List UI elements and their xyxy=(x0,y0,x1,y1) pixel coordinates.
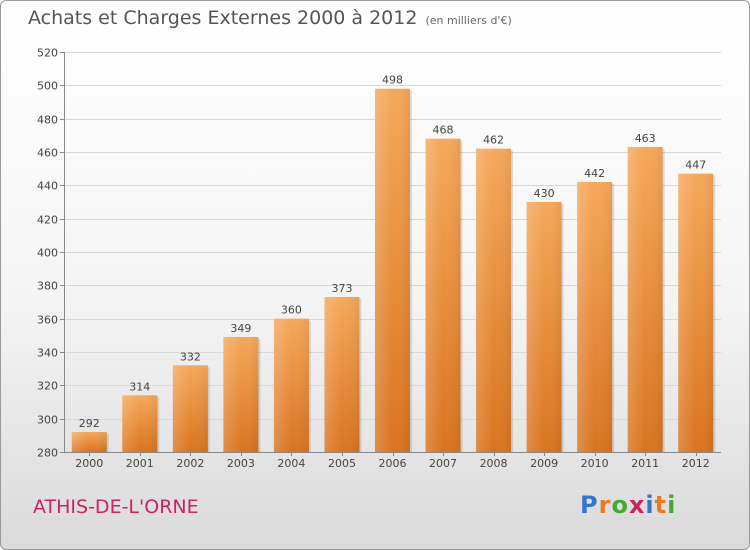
data-label: 462 xyxy=(483,134,504,147)
chart-unit: (en milliers d'€) xyxy=(425,14,512,27)
bar-highlight xyxy=(71,432,107,452)
data-label: 349 xyxy=(230,322,251,335)
y-tick-label: 440 xyxy=(37,180,58,193)
chart-title-text: Achats et Charges Externes 2000 à 2012 xyxy=(28,7,418,29)
data-label: 332 xyxy=(180,350,201,363)
bar-highlight xyxy=(526,202,562,452)
y-tick-label: 460 xyxy=(37,147,58,160)
y-tick-label: 360 xyxy=(37,314,58,327)
bar-highlight xyxy=(375,88,410,453)
logo-letter: P xyxy=(580,491,599,519)
bar-highlight xyxy=(577,182,613,452)
x-tick-label: 2006 xyxy=(379,457,407,470)
x-tick-label: 2007 xyxy=(429,457,457,470)
data-label: 468 xyxy=(433,124,454,137)
bar-highlight xyxy=(273,318,309,452)
x-tick-label: 2004 xyxy=(277,457,305,470)
y-tick-label: 400 xyxy=(37,247,58,260)
bar-highlight xyxy=(627,147,663,452)
chart-title: Achats et Charges Externes 2000 à 2012 (e… xyxy=(28,7,512,29)
bar-highlight xyxy=(223,337,259,452)
y-tick-label: 280 xyxy=(37,447,58,460)
x-tick-label: 2002 xyxy=(176,457,204,470)
logo-letter: i xyxy=(667,491,677,519)
bar-layer: 292 314 332 349 360 373 498 468 462 430 442 463 447 xyxy=(71,74,716,453)
data-label: 292 xyxy=(79,417,100,430)
x-tick-label: 2010 xyxy=(581,457,609,470)
axis-layer: 280 300 320 340 360 380 400 420 440 460 480 500 520 2… xyxy=(37,47,721,470)
y-tick-label: 300 xyxy=(37,414,58,427)
logo-letter: t xyxy=(654,491,668,519)
x-tick-label: 2000 xyxy=(75,457,103,470)
data-label: 314 xyxy=(129,380,150,393)
logo-letter: i xyxy=(645,491,655,519)
proxiti-logo[interactable]: Proxiti xyxy=(580,491,676,519)
y-tick-label: 420 xyxy=(37,214,58,227)
data-label: 498 xyxy=(382,74,403,87)
data-label: 463 xyxy=(635,132,656,145)
y-tick-label: 340 xyxy=(37,347,58,360)
x-tick-label: 2003 xyxy=(227,457,255,470)
data-label: 373 xyxy=(331,282,352,295)
y-tick-label: 380 xyxy=(37,280,58,293)
x-tick-label: 2009 xyxy=(530,457,558,470)
data-label: 442 xyxy=(584,167,605,180)
y-tick-label: 520 xyxy=(37,47,58,60)
x-tick-label: 2008 xyxy=(480,457,508,470)
x-tick-label: 2005 xyxy=(328,457,356,470)
x-tick-label: 2001 xyxy=(126,457,154,470)
data-label: 360 xyxy=(281,304,302,317)
data-label: 430 xyxy=(534,187,555,200)
bar-highlight xyxy=(324,297,360,452)
bar-highlight xyxy=(476,148,512,452)
x-tick-label: 2011 xyxy=(631,457,659,470)
data-label: 447 xyxy=(685,159,706,172)
y-tick-label: 500 xyxy=(37,80,58,93)
logo-letter: x xyxy=(628,491,646,519)
bar-highlight xyxy=(678,173,714,452)
y-tick-label: 320 xyxy=(37,380,58,393)
bar-highlight xyxy=(425,138,461,452)
bar-highlight xyxy=(122,395,158,452)
commune-name: ATHIS-DE-L'ORNE xyxy=(33,496,199,518)
bar-highlight xyxy=(172,365,208,452)
x-tick-label: 2012 xyxy=(682,457,710,470)
logo-letter: o xyxy=(611,491,629,519)
logo-letter: r xyxy=(598,491,612,519)
y-tick-label: 480 xyxy=(37,114,58,127)
